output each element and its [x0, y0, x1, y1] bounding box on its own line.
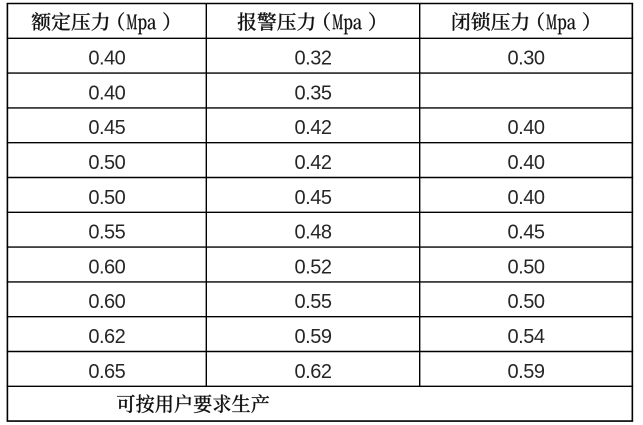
svg-text:0.40: 0.40	[508, 187, 545, 209]
svg-text:0.59: 0.59	[508, 361, 545, 383]
svg-text:0.55: 0.55	[88, 222, 125, 244]
svg-text:0.60: 0.60	[88, 291, 125, 313]
svg-text:0.55: 0.55	[295, 291, 332, 313]
svg-text:0.59: 0.59	[295, 326, 332, 348]
svg-text:0.45: 0.45	[88, 117, 125, 139]
svg-text:0.45: 0.45	[295, 187, 332, 209]
svg-text:0.62: 0.62	[295, 361, 332, 383]
svg-text:0.50: 0.50	[508, 256, 545, 278]
svg-text:0.30: 0.30	[508, 48, 545, 70]
svg-text:0.40: 0.40	[508, 117, 545, 139]
svg-text:0.50: 0.50	[88, 152, 125, 174]
svg-text:0.65: 0.65	[88, 361, 125, 383]
svg-text:0.40: 0.40	[508, 152, 545, 174]
svg-text:0.40: 0.40	[88, 82, 125, 104]
svg-text:0.40: 0.40	[88, 48, 125, 70]
svg-text:0.52: 0.52	[295, 256, 332, 278]
svg-text:0.42: 0.42	[295, 152, 332, 174]
svg-text:0.42: 0.42	[295, 117, 332, 139]
svg-text:0.35: 0.35	[295, 82, 332, 104]
svg-text:0.62: 0.62	[88, 326, 125, 348]
svg-text:0.50: 0.50	[508, 291, 545, 313]
svg-text:0.45: 0.45	[508, 222, 545, 244]
svg-text:0.60: 0.60	[88, 256, 125, 278]
svg-text:0.54: 0.54	[508, 326, 545, 348]
svg-text:0.32: 0.32	[295, 48, 332, 70]
svg-text:0.48: 0.48	[295, 222, 332, 244]
svg-text:0.50: 0.50	[88, 187, 125, 209]
